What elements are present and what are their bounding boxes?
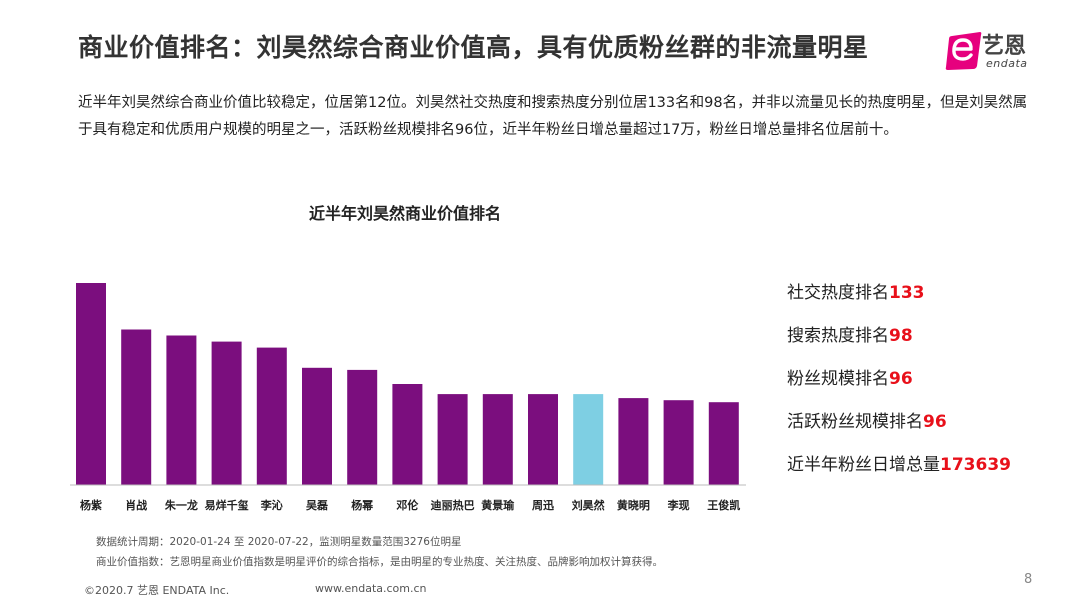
chart-title: 近半年刘昊然商业价值排名 (308, 204, 501, 223)
stat-value: 96 (889, 369, 913, 389)
logo-text: 艺恩 (982, 34, 1027, 59)
stat-item: 社交热度排名133 (787, 278, 1011, 321)
endata-logo-icon (945, 32, 982, 70)
bar-邓伦 (392, 384, 423, 485)
bar-刘昊然 (573, 394, 604, 485)
category-label: 吴磊 (306, 499, 328, 512)
stat-label: 社交热度排名 (787, 283, 889, 303)
category-label: 李现 (667, 498, 690, 512)
stat-value: 98 (889, 326, 913, 346)
stat-label: 活跃粉丝规模排名 (787, 412, 923, 432)
bar-周迅 (528, 394, 558, 485)
category-label: 黄景瑜 (481, 498, 515, 512)
bar-吴磊 (302, 367, 332, 485)
stat-label: 搜索热度排名 (787, 326, 889, 346)
bar-杨幂 (347, 369, 378, 485)
footnote-definition: 商业价值指数：艺恩明星商业价值指数是明星评价的综合指标，是由明星的专业热度、关注… (96, 556, 663, 568)
category-label: 易烊千玺 (205, 498, 249, 512)
category-label: 邓伦 (396, 498, 419, 512)
bar-王俊凯 (708, 402, 739, 485)
category-label: 杨幂 (351, 498, 374, 512)
footnotes: 数据统计周期：2020-01-24 至 2020-07-22，监测明星数量范围3… (96, 532, 663, 572)
category-label: 杨紫 (80, 498, 102, 512)
bar-李现 (663, 400, 694, 485)
bar-黄晓明 (618, 398, 649, 485)
page-number: 8 (1024, 572, 1033, 587)
intro-paragraph: 近半年刘昊然综合商业价值比较稳定，位居第12位。刘昊然社交热度和搜索热度分别位居… (78, 95, 1028, 138)
bar-李沁 (256, 347, 287, 485)
stat-item: 粉丝规模排名96 (787, 364, 1011, 407)
logo-subtext: endata (986, 57, 1028, 70)
page-title: 商业价值排名：刘昊然综合商业价值高，具有优质粉丝群的非流量明星 (78, 33, 869, 62)
bar-黄景瑜 (482, 394, 513, 485)
copyright: ©2020.7 艺恩 ENDATA Inc. (84, 584, 230, 597)
bar-朱一龙 (166, 335, 197, 485)
category-label: 迪丽热巴 (431, 498, 475, 512)
stat-item: 活跃粉丝规模排名96 (787, 407, 1011, 450)
category-label: 李沁 (260, 498, 283, 512)
category-label: 周迅 (532, 499, 554, 512)
category-label: 朱一龙 (164, 498, 198, 512)
stat-value: 173639 (940, 455, 1011, 475)
footnote-period: 数据统计周期：2020-01-24 至 2020-07-22，监测明星数量范围3… (96, 536, 462, 548)
stat-label: 近半年粉丝日增总量 (787, 455, 940, 475)
endata-logo: 艺恩 endata (944, 28, 1054, 74)
category-label: 黄晓明 (617, 498, 650, 512)
category-label: 王俊凯 (707, 498, 740, 512)
stat-value: 96 (923, 412, 947, 432)
category-label: 刘昊然 (572, 498, 605, 512)
stat-item: 搜索热度排名98 (787, 321, 1011, 364)
bar-迪丽热巴 (437, 394, 468, 485)
bar-chart: 杨紫 肖战 朱一龙 易烊千玺 李沁 吴磊 杨幂 邓伦 迪丽热巴 黄景瑜 周迅 刘昊然 黄晓明 李现 王俊凯 (70, 283, 746, 512)
bar-易烊千玺 (211, 341, 242, 485)
stats-panel: 社交热度排名133 搜索热度排名98 粉丝规模排名96 活跃粉丝规模排名96 近半年粉丝… (787, 278, 1011, 493)
bar-杨紫 (76, 283, 106, 485)
stat-value: 133 (889, 283, 925, 303)
category-label: 肖战 (125, 498, 147, 512)
stat-item: 近半年粉丝日增总量173639 (787, 450, 1011, 493)
stat-label: 粉丝规模排名 (787, 369, 889, 389)
website-link[interactable]: www.endata.com.cn (315, 582, 427, 595)
bar-肖战 (121, 329, 152, 485)
